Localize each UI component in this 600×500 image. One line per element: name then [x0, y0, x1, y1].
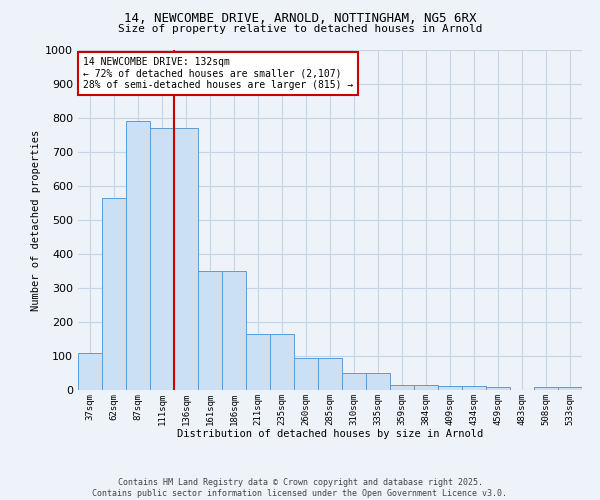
Bar — [318, 358, 342, 390]
Bar — [390, 385, 414, 390]
Text: 14, NEWCOMBE DRIVE, ARNOLD, NOTTINGHAM, NG5 6RX: 14, NEWCOMBE DRIVE, ARNOLD, NOTTINGHAM, … — [124, 12, 476, 26]
Bar — [438, 386, 462, 390]
Text: Size of property relative to detached houses in Arnold: Size of property relative to detached ho… — [118, 24, 482, 34]
Bar — [294, 358, 318, 390]
Bar — [534, 388, 558, 390]
Bar — [198, 271, 222, 390]
Bar — [126, 122, 150, 390]
Bar — [366, 373, 390, 390]
Bar — [342, 373, 366, 390]
Bar — [486, 388, 510, 390]
Bar — [78, 352, 102, 390]
Bar — [414, 385, 438, 390]
Text: Contains HM Land Registry data © Crown copyright and database right 2025.
Contai: Contains HM Land Registry data © Crown c… — [92, 478, 508, 498]
Bar — [462, 386, 486, 390]
Bar — [222, 271, 246, 390]
Bar — [270, 334, 294, 390]
X-axis label: Distribution of detached houses by size in Arnold: Distribution of detached houses by size … — [177, 429, 483, 439]
Y-axis label: Number of detached properties: Number of detached properties — [31, 130, 41, 310]
Text: 14 NEWCOMBE DRIVE: 132sqm
← 72% of detached houses are smaller (2,107)
28% of se: 14 NEWCOMBE DRIVE: 132sqm ← 72% of detac… — [83, 57, 353, 90]
Bar — [150, 128, 174, 390]
Bar — [558, 388, 582, 390]
Bar — [174, 128, 198, 390]
Bar — [246, 334, 270, 390]
Bar — [102, 198, 126, 390]
